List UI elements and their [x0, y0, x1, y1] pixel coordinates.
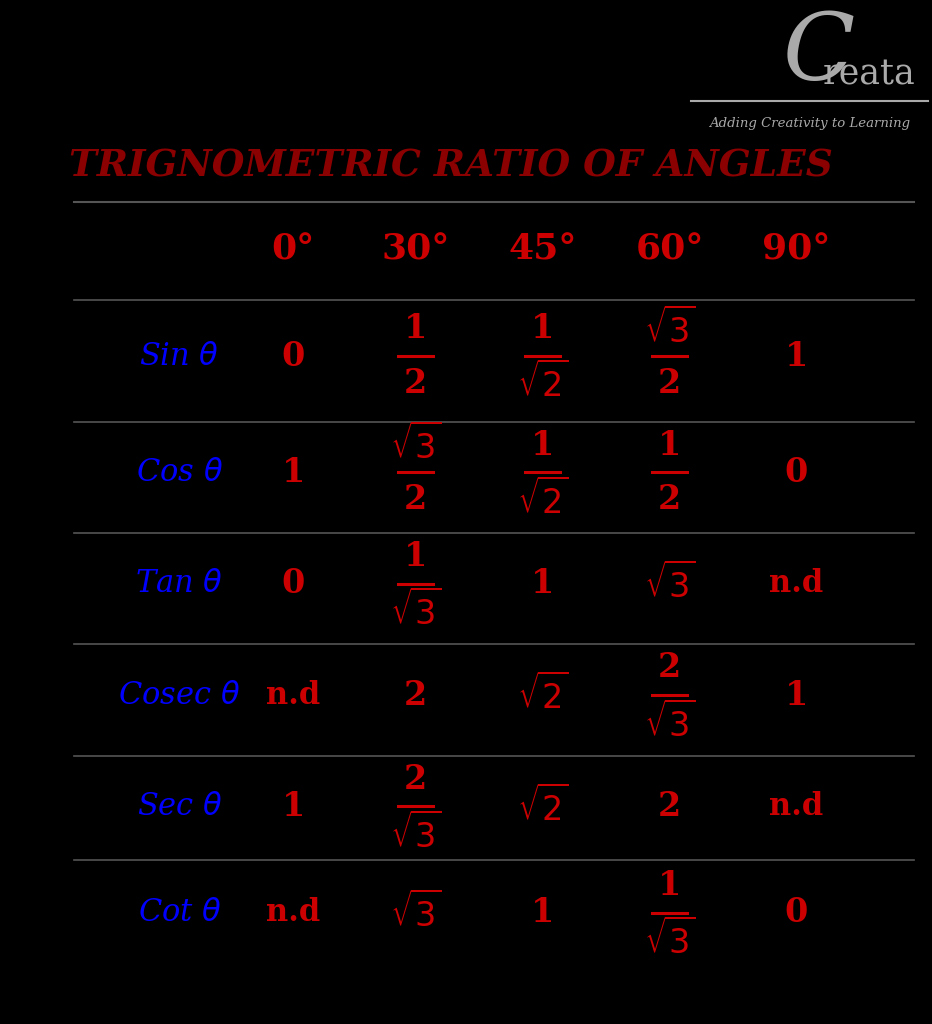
Text: TRIGNOMETRIC RATIO OF ANGLES: TRIGNOMETRIC RATIO OF ANGLES: [69, 147, 832, 184]
Text: Cot $\theta$: Cot $\theta$: [138, 897, 221, 928]
Text: 1: 1: [404, 540, 428, 572]
Text: Cosec $\theta$: Cosec $\theta$: [118, 680, 240, 711]
Text: n.d: n.d: [769, 791, 824, 822]
Text: n.d: n.d: [769, 568, 824, 599]
Text: 1: 1: [404, 312, 428, 345]
Text: 60°: 60°: [636, 232, 704, 266]
Text: 2: 2: [658, 790, 681, 823]
Text: 0°: 0°: [271, 232, 315, 266]
Text: $\sqrt{3}$: $\sqrt{3}$: [390, 892, 442, 934]
Text: $\sqrt{3}$: $\sqrt{3}$: [390, 590, 442, 632]
Text: n.d: n.d: [266, 897, 321, 928]
Text: reata: reata: [823, 57, 915, 91]
Text: 1: 1: [531, 896, 555, 929]
Text: 1: 1: [281, 456, 305, 488]
Text: Adding Creativity to Learning: Adding Creativity to Learning: [709, 117, 910, 130]
Text: $\sqrt{3}$: $\sqrt{3}$: [390, 813, 442, 855]
Text: 1: 1: [281, 790, 305, 823]
Text: 1: 1: [658, 429, 681, 462]
Text: $\sqrt{2}$: $\sqrt{2}$: [516, 785, 569, 827]
Text: Sec $\theta$: Sec $\theta$: [136, 791, 223, 822]
Text: $\sqrt{3}$: $\sqrt{3}$: [390, 424, 442, 466]
Text: 0: 0: [785, 456, 808, 488]
Text: 1: 1: [531, 312, 555, 345]
Text: 2: 2: [658, 651, 681, 684]
Text: 0: 0: [281, 567, 305, 600]
Text: 30°: 30°: [381, 232, 450, 266]
Text: $\sqrt{3}$: $\sqrt{3}$: [644, 919, 695, 962]
Text: $\sqrt{3}$: $\sqrt{3}$: [644, 701, 695, 743]
Text: 2: 2: [658, 483, 681, 516]
Text: $\sqrt{3}$: $\sqrt{3}$: [644, 307, 695, 350]
Text: 1: 1: [785, 679, 808, 712]
Text: 1: 1: [531, 567, 555, 600]
Text: $\sqrt{2}$: $\sqrt{2}$: [516, 674, 569, 716]
Text: 2: 2: [658, 367, 681, 399]
Text: 45°: 45°: [508, 232, 577, 266]
Text: 2: 2: [404, 367, 427, 399]
Text: 90°: 90°: [762, 232, 830, 266]
Text: $\sqrt{2}$: $\sqrt{2}$: [516, 362, 569, 404]
Text: 2: 2: [404, 483, 427, 516]
Text: Tan $\theta$: Tan $\theta$: [135, 568, 224, 599]
Text: 2: 2: [404, 763, 427, 796]
Text: $\sqrt{2}$: $\sqrt{2}$: [516, 478, 569, 521]
Text: $\sqrt{3}$: $\sqrt{3}$: [644, 562, 695, 605]
Text: 1: 1: [658, 868, 681, 902]
Text: C: C: [782, 9, 855, 99]
Text: 0: 0: [785, 896, 808, 929]
Text: Cos $\theta$: Cos $\theta$: [136, 457, 223, 487]
Text: 0: 0: [281, 340, 305, 373]
Text: Sin $\theta$: Sin $\theta$: [140, 341, 219, 372]
Text: 1: 1: [785, 340, 808, 373]
Text: 1: 1: [531, 429, 555, 462]
Text: 2: 2: [404, 679, 427, 712]
Text: n.d: n.d: [266, 680, 321, 711]
